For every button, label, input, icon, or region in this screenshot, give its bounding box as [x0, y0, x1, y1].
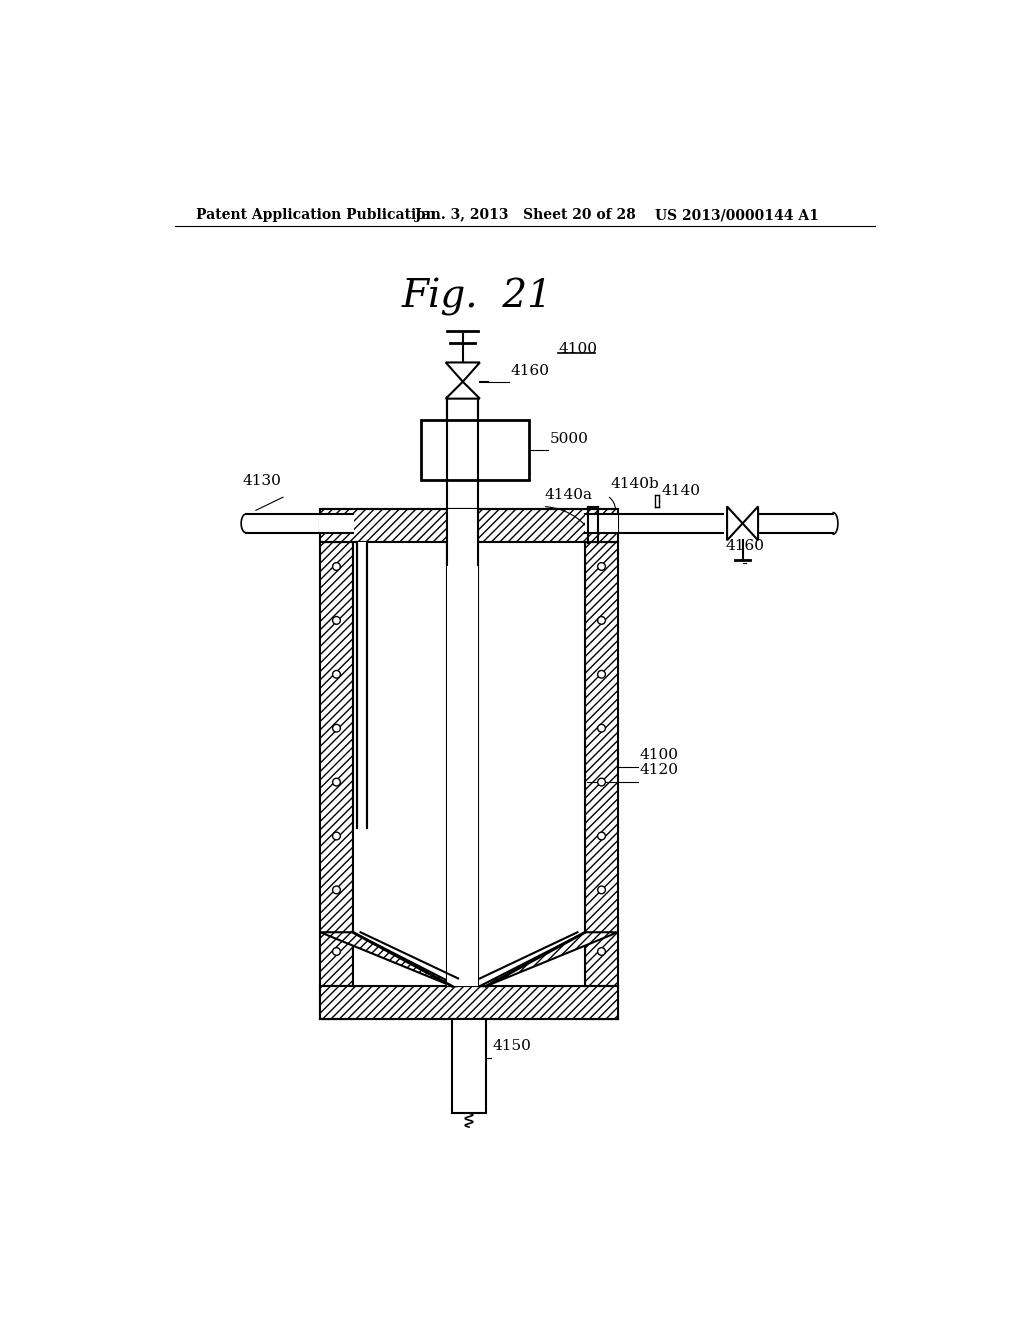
Polygon shape	[742, 507, 758, 540]
Circle shape	[598, 886, 605, 894]
Text: Fig.  21: Fig. 21	[401, 277, 552, 315]
Circle shape	[598, 725, 605, 733]
Text: Patent Application Publication: Patent Application Publication	[197, 209, 436, 223]
Circle shape	[333, 886, 340, 894]
Text: 4120: 4120	[640, 763, 679, 777]
Polygon shape	[445, 363, 480, 381]
Text: 4140a: 4140a	[545, 488, 593, 502]
Text: 4130: 4130	[243, 474, 282, 488]
Bar	[586, 513, 617, 533]
Text: Jan. 3, 2013   Sheet 20 of 28: Jan. 3, 2013 Sheet 20 of 28	[415, 209, 636, 223]
Circle shape	[598, 616, 605, 624]
Text: US 2013/0000144 A1: US 2013/0000144 A1	[655, 209, 819, 223]
Circle shape	[333, 562, 340, 570]
Polygon shape	[445, 381, 480, 399]
Circle shape	[333, 779, 340, 785]
Bar	[321, 543, 352, 1019]
Circle shape	[598, 948, 605, 956]
Bar	[319, 513, 353, 533]
Circle shape	[333, 832, 340, 840]
Text: 4150: 4150	[493, 1039, 531, 1053]
Bar	[352, 543, 586, 986]
Circle shape	[598, 779, 605, 785]
Text: 4160: 4160	[511, 364, 550, 378]
Circle shape	[598, 671, 605, 678]
Polygon shape	[321, 932, 458, 986]
Circle shape	[333, 725, 340, 733]
Bar	[321, 508, 617, 543]
Bar	[447, 508, 478, 986]
Text: 4100: 4100	[558, 342, 597, 355]
Circle shape	[598, 562, 605, 570]
Text: 4140b: 4140b	[610, 477, 658, 491]
Circle shape	[333, 616, 340, 624]
Polygon shape	[727, 507, 742, 540]
Bar	[452, 1019, 486, 1113]
Bar	[586, 543, 617, 1019]
Text: 4140: 4140	[662, 484, 700, 498]
Bar	[421, 420, 529, 480]
Text: 5000: 5000	[550, 433, 589, 446]
Bar	[357, 543, 367, 829]
Polygon shape	[480, 932, 617, 986]
Circle shape	[598, 832, 605, 840]
Text: 4100: 4100	[640, 748, 679, 762]
Bar	[321, 986, 617, 1019]
Circle shape	[333, 671, 340, 678]
Text: 4160: 4160	[726, 539, 765, 553]
Circle shape	[333, 948, 340, 956]
